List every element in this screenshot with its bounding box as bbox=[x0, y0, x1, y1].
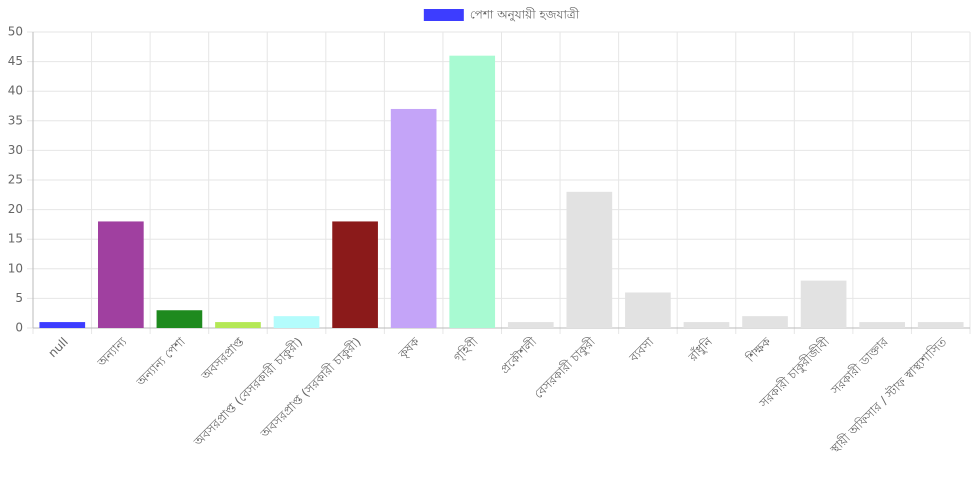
bar bbox=[98, 221, 144, 328]
bar bbox=[390, 108, 437, 329]
bar bbox=[800, 280, 847, 328]
x-tick-label: অন্যান্য bbox=[94, 334, 130, 370]
x-tick-label: কৃষক bbox=[395, 334, 423, 362]
bar bbox=[39, 322, 86, 328]
y-tick-label: 25 bbox=[8, 173, 23, 187]
x-tick-label: সরকারী ডাক্তার bbox=[828, 334, 891, 397]
x-tick-label: স্থায়ী অফিসার / স্টাফ স্বাস্থ্যশাসিত bbox=[827, 334, 950, 457]
bar bbox=[566, 191, 613, 328]
bar bbox=[683, 322, 730, 328]
bar bbox=[449, 55, 496, 329]
x-tick-label: অবসরপ্রাপ্ত (বেসরকারী চাকুরী) bbox=[190, 335, 305, 450]
bar bbox=[215, 322, 261, 328]
y-tick-label: 45 bbox=[8, 54, 23, 68]
bar bbox=[859, 322, 905, 328]
y-tick-label: 15 bbox=[8, 232, 23, 246]
bar bbox=[507, 322, 554, 328]
x-tick-label: বেসরকারী চাকুরী bbox=[531, 334, 598, 401]
bar bbox=[625, 292, 671, 328]
y-tick-label: 0 bbox=[15, 321, 23, 335]
x-tick-label: শিক্ষক bbox=[743, 334, 774, 365]
y-tick-label: 10 bbox=[8, 261, 23, 275]
y-tick-label: 20 bbox=[8, 202, 23, 216]
y-tick-label: 50 bbox=[8, 25, 23, 39]
x-tick-label: ব্যবসা bbox=[626, 334, 657, 365]
bar bbox=[332, 221, 378, 328]
bar bbox=[273, 316, 320, 328]
y-tick-label: 5 bbox=[15, 291, 23, 305]
x-tick-label: গৃহিণী bbox=[451, 334, 482, 365]
x-tick-label: প্রকৌশলী bbox=[498, 334, 540, 376]
x-tick-label: অন্যান্য পেশা bbox=[133, 334, 188, 389]
bar bbox=[742, 316, 788, 328]
legend-swatch bbox=[423, 9, 464, 21]
legend-label: পেশা অনুযায়ী হজযাত্রী bbox=[470, 8, 580, 23]
y-tick-label: 30 bbox=[8, 143, 23, 157]
bar bbox=[156, 310, 203, 328]
x-tick-label: null bbox=[45, 335, 70, 360]
x-tick-label: অবসরপ্রাপ্ত bbox=[198, 334, 248, 384]
x-tick-label: অবসরপ্রাপ্ত (সরকারী চাকুরী) bbox=[257, 335, 364, 442]
x-tick-label: রাঁধুনি bbox=[684, 333, 716, 365]
y-tick-label: 40 bbox=[8, 84, 23, 98]
bar bbox=[917, 322, 964, 328]
y-tick-label: 35 bbox=[8, 113, 23, 127]
